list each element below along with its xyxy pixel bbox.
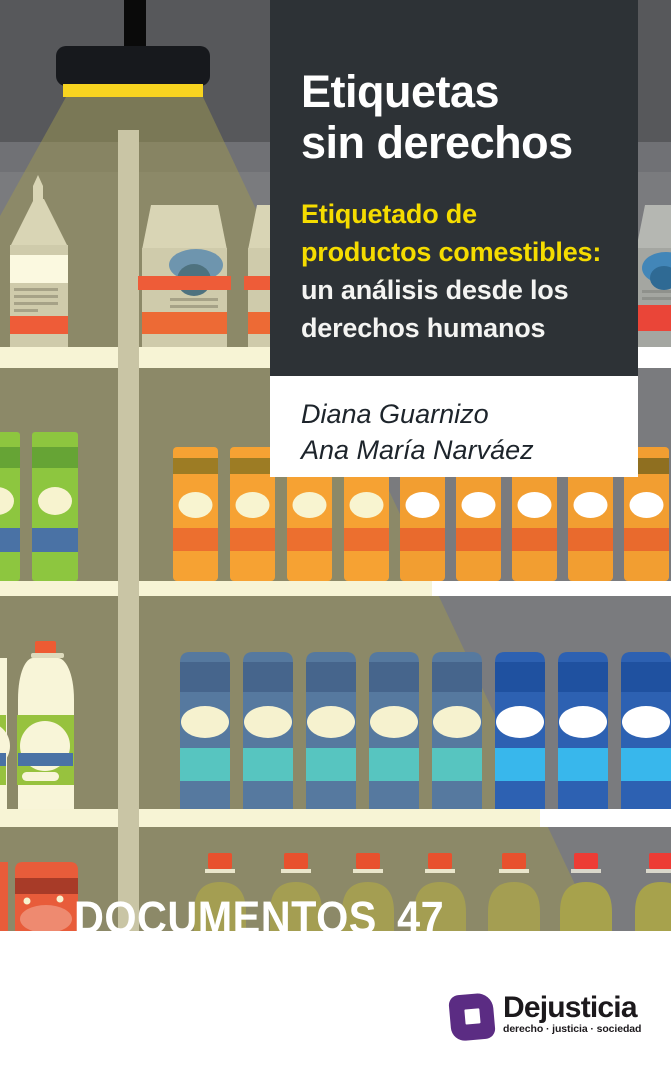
green-juice-box: [32, 432, 78, 581]
blue-milk-carton: [495, 652, 545, 809]
logo-square-cutout-icon: [464, 1008, 481, 1025]
author-1: Diana Guarnizo: [301, 399, 489, 429]
title-line-2: sin derechos: [301, 117, 573, 168]
page-title: Etiquetas sin derechos: [301, 66, 614, 168]
milk-carton-unlit: [636, 205, 671, 347]
milk-carton-plain: [10, 175, 68, 347]
subtitle-line-2: productos comestibles:: [301, 237, 602, 267]
series-label: DOCUMENTOS: [74, 892, 377, 943]
title-panel: Etiquetas sin derechos Etiquetado de pro…: [270, 0, 638, 376]
publisher-tagline: derecho · justicia · sociedad: [503, 1023, 642, 1035]
blue-milk-carton: [558, 652, 608, 809]
ceiling-lamp-icon: [56, 0, 210, 97]
publisher-name: Dejusticia: [503, 991, 638, 1024]
authors-panel: Diana Guarnizo Ana María Narváez: [270, 376, 638, 477]
blue-milk-carton: [432, 652, 482, 809]
publisher-logo-text: Dejusticia derecho · justicia · sociedad: [503, 992, 641, 1035]
subtitle-line-4: derechos humanos: [301, 313, 546, 343]
subtitle-line-3: un análisis desde los: [301, 275, 569, 305]
milk-carton-blue-logo: [138, 205, 231, 347]
blue-milk-carton: [306, 652, 356, 809]
red-box: [15, 862, 78, 931]
title-line-1: Etiquetas: [301, 66, 500, 117]
publisher-logo-icon: [448, 992, 496, 1042]
red-box-partial: [0, 862, 8, 931]
publisher-logo: Dejusticia derecho · justicia · sociedad: [448, 992, 650, 1052]
milk-bottle: [17, 641, 74, 809]
blue-milk-carton: [180, 652, 230, 809]
milk-bottle-partial: [0, 658, 10, 809]
blue-milk-carton: [621, 652, 671, 809]
orange-juice-box: [230, 447, 275, 581]
blue-milk-carton: [369, 652, 419, 809]
shelf-post: [118, 130, 139, 931]
series-banner: DOCUMENTOS 47: [74, 895, 444, 940]
orange-juice-box: [173, 447, 218, 581]
blue-milk-carton: [243, 652, 293, 809]
series-number: 47: [397, 892, 445, 943]
subtitle: Etiquetado de productos comestibles: un …: [301, 195, 614, 347]
author-2: Ana María Narváez: [301, 435, 534, 465]
subtitle-line-1: Etiquetado de: [301, 199, 477, 229]
green-juice-box: [0, 432, 20, 581]
